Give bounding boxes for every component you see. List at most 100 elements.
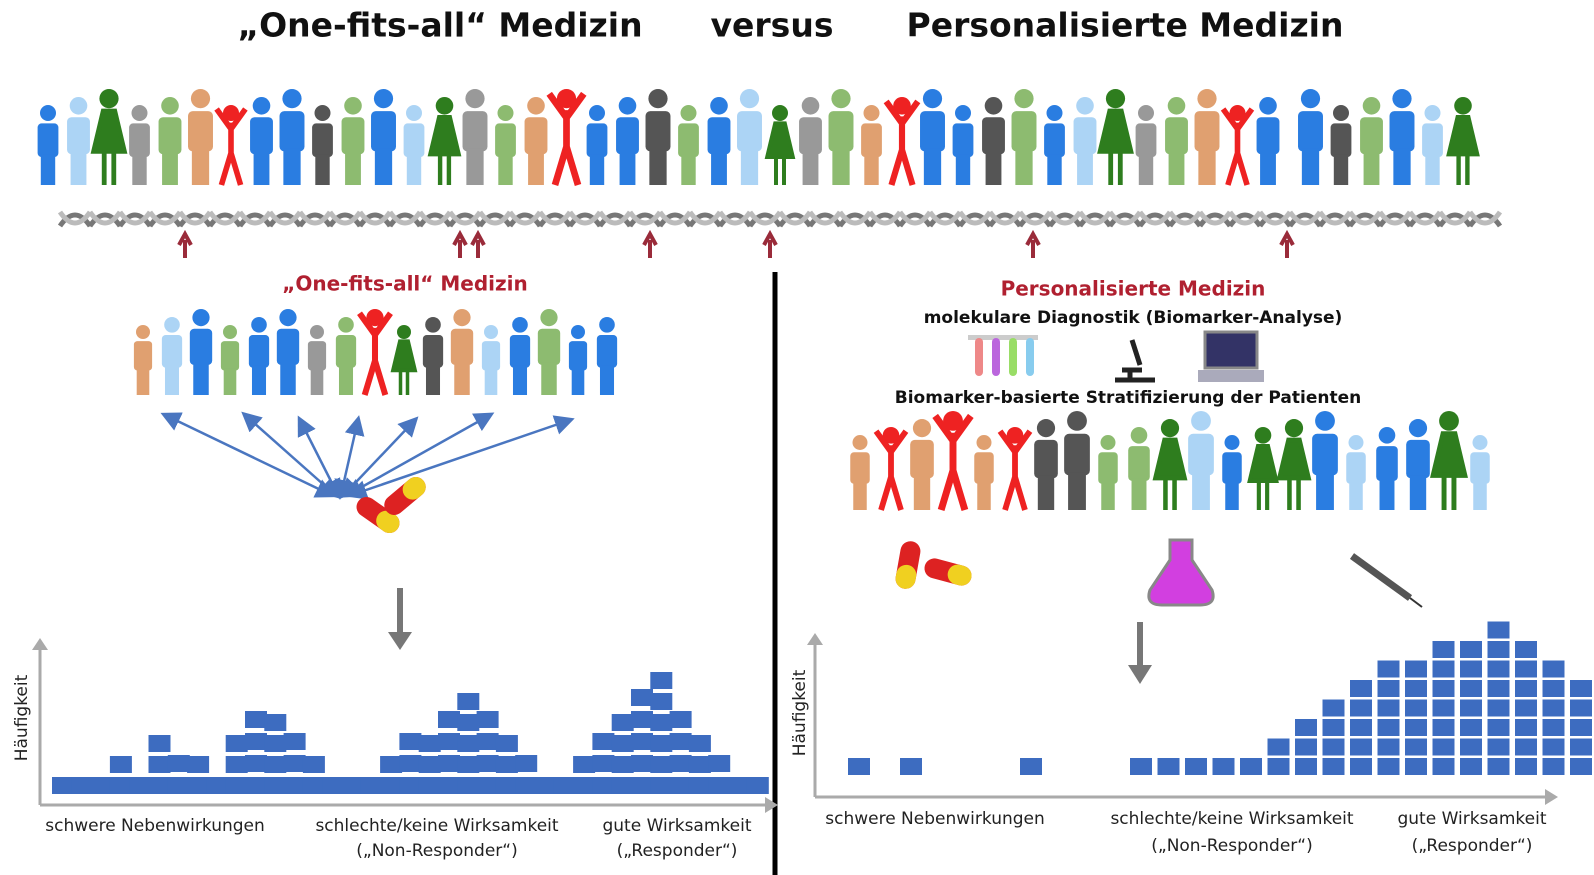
head [279,309,297,327]
person [450,309,474,395]
block [1240,758,1262,775]
head [1197,89,1217,109]
block [1377,660,1400,678]
person [982,97,1005,185]
block [225,735,248,752]
body [390,339,418,395]
block [418,735,441,752]
block [148,777,171,794]
body [546,91,587,186]
head [465,89,485,109]
head [1300,89,1321,109]
block [167,755,190,772]
right-axes [813,640,1550,799]
block [1542,660,1565,678]
person [764,105,796,185]
block [1487,680,1510,697]
arrow [241,411,339,499]
block [457,756,480,773]
block [650,777,673,794]
block [52,777,74,794]
legs [541,362,557,395]
body [279,111,305,152]
person [1376,427,1398,510]
block [1487,699,1510,717]
block [457,693,480,710]
body [1470,452,1490,484]
block [1487,758,1510,775]
legs [512,365,528,395]
block [264,714,287,731]
person [509,317,531,395]
body [1406,439,1430,479]
head [1036,419,1056,438]
body [158,117,182,155]
block [302,756,325,773]
person [1098,435,1118,510]
block [515,777,538,794]
head [540,309,558,327]
body [1376,446,1398,481]
block [148,756,171,773]
head [1315,411,1335,431]
block [476,711,499,728]
body [129,123,150,157]
person [276,309,300,395]
legs [1301,148,1320,185]
block [592,777,615,794]
block [1460,738,1482,756]
block [1295,738,1317,756]
legs [589,154,605,185]
down-arrow-head [1128,665,1152,684]
block [1130,758,1152,775]
body [799,117,822,155]
head [223,325,237,339]
block [592,733,615,750]
person [1406,419,1430,510]
body [450,328,474,365]
body [481,341,501,371]
block [206,777,229,794]
body [1188,433,1214,476]
body [932,413,974,511]
head [1224,435,1240,450]
person [1360,97,1383,185]
legs [1225,481,1239,510]
head [406,105,422,121]
block [109,756,132,773]
legs [498,154,513,185]
head [943,411,963,431]
legs [164,365,180,395]
legs [345,151,361,185]
person [220,325,240,395]
body [1044,123,1065,157]
left-label: schlechte/keine Wirksamkeit [315,816,558,836]
block [1185,758,1207,775]
block [1295,758,1317,775]
block [1542,719,1565,736]
person [1430,411,1468,510]
head [922,89,943,109]
person [390,325,418,395]
legs [310,368,324,395]
legs [1333,154,1349,185]
person [1470,435,1490,510]
body [850,452,870,484]
head [131,105,148,121]
body [220,341,240,371]
body [357,311,393,396]
person [910,419,934,510]
block [611,777,634,794]
body [422,334,444,368]
person [250,97,273,185]
head [99,89,119,109]
person [873,427,909,511]
block [1515,660,1537,678]
legs [454,362,470,395]
block [322,777,345,794]
head [1392,89,1412,109]
person [1389,89,1415,185]
legs [1425,154,1440,185]
body [982,117,1005,155]
